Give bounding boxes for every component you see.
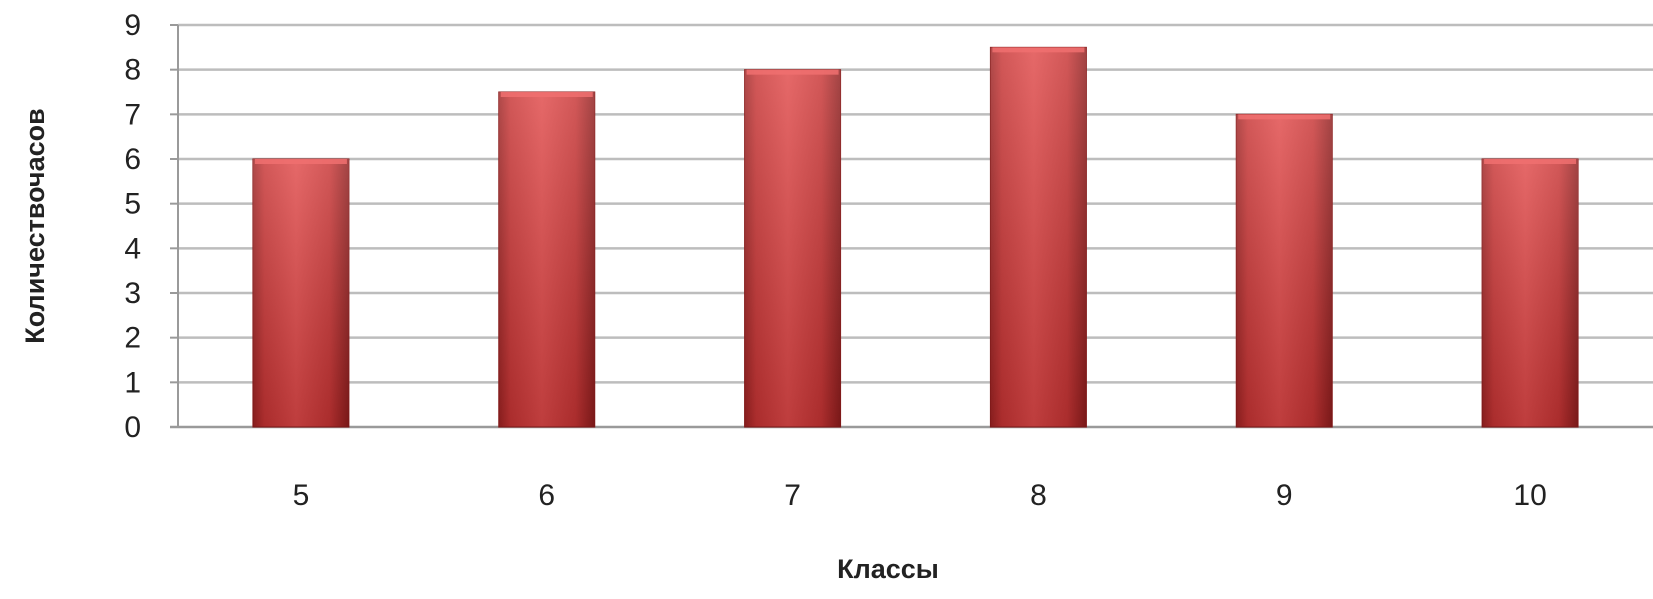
bar-top-highlight	[1484, 159, 1577, 164]
x-tick-label: 8	[1030, 479, 1047, 512]
axes	[170, 25, 1653, 429]
bar-shade	[252, 159, 349, 427]
bar-top-highlight	[254, 159, 347, 164]
gridlines	[178, 23, 1653, 384]
bar-group	[1235, 113, 1333, 428]
y-axis-title: Количествочасов	[20, 108, 50, 344]
bar-shade	[744, 69, 841, 428]
y-tick-labels: 0 1 2 3 4 5 6 7 8 9	[124, 9, 178, 444]
x-tick-label: 5	[293, 479, 310, 512]
x-tick-label: 9	[1276, 479, 1293, 512]
x-tick-label: 6	[538, 479, 555, 512]
x-axis-title: Классы	[837, 554, 939, 584]
bar-group	[1481, 158, 1579, 428]
bar-top-highlight	[1238, 114, 1331, 120]
x-tick-label: 7	[784, 479, 801, 512]
bar-top-highlight	[992, 47, 1085, 53]
y-tick-label: 4	[124, 232, 141, 265]
bar-group	[744, 69, 842, 428]
bar-shade	[1236, 114, 1333, 427]
bar-top-highlight	[500, 92, 593, 97]
y-tick-label: 0	[124, 411, 141, 444]
y-tick-label: 7	[124, 98, 141, 131]
bar-group	[252, 158, 350, 428]
bars	[252, 46, 1579, 428]
bar-shade	[1482, 159, 1579, 427]
y-tick-label: 2	[124, 322, 141, 355]
y-tick-label: 5	[124, 188, 141, 221]
y-tick-label: 6	[124, 143, 141, 176]
bar-shade	[498, 92, 595, 427]
bar-top-highlight	[746, 69, 839, 75]
bar-group	[989, 46, 1087, 428]
bar-shade	[990, 47, 1087, 427]
x-tick-label: 10	[1513, 479, 1546, 512]
bar-group	[498, 91, 596, 428]
y-tick-label: 9	[124, 9, 141, 42]
y-tick-label: 8	[124, 54, 141, 87]
x-tick-labels: 5 6 7 8 9 10	[293, 479, 1547, 512]
y-tick-label: 1	[124, 366, 141, 399]
y-tick-label: 3	[124, 277, 141, 310]
